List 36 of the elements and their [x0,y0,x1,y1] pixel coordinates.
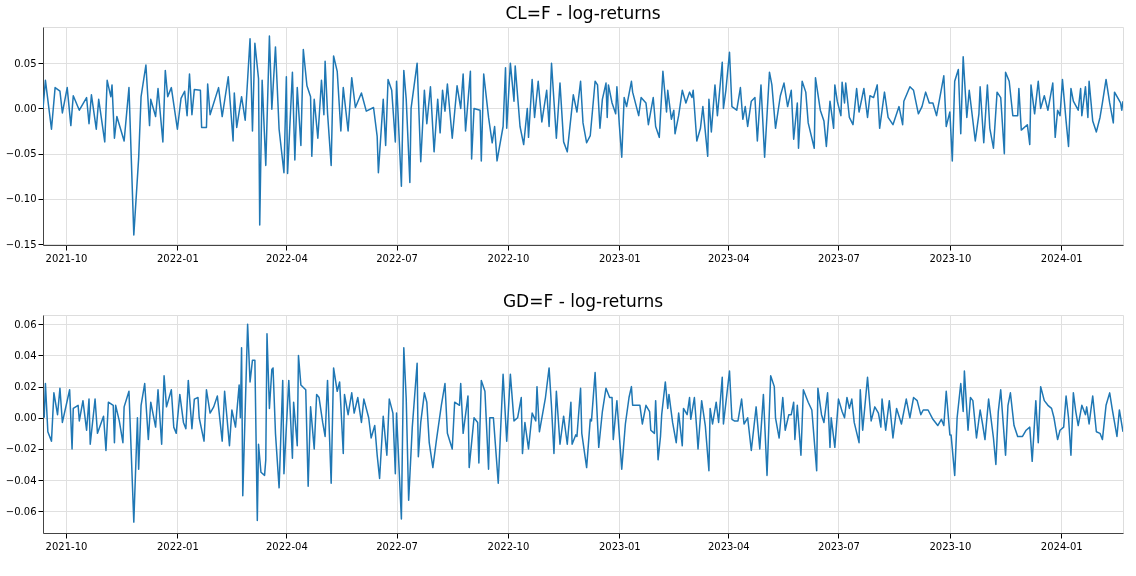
x-tick-label: 2021-10 [45,252,88,264]
line-series [43,323,1123,523]
y-tick-label: −0.15 [5,238,37,250]
x-tick-label: 2024-01 [1040,252,1083,264]
x-tick-label: 2021-10 [45,540,88,552]
x-tick-label: 2022-10 [487,540,530,552]
x-tick-label: 2022-01 [157,540,199,552]
x-tick-label: 2022-01 [157,252,199,264]
y-tick-label: 0.00 [14,412,37,424]
x-tick-label: 2023-04 [707,252,750,264]
y-tick-label: 0.02 [14,381,37,393]
chart-title: CL=F - log-returns [505,3,661,23]
y-tick-label: −0.02 [5,443,37,455]
x-tick-label: 2023-07 [818,252,860,264]
x-tick-label: 2023-04 [707,540,750,552]
y-tick-label: 0.06 [14,318,37,330]
line-series [43,35,1123,236]
x-tick-label: 2024-01 [1040,540,1083,552]
x-tick-label: 2022-10 [487,252,530,264]
chart-title: GD=F - log-returns [502,291,664,311]
x-tick-label: 2023-01 [598,252,641,264]
x-tick-label: 2022-04 [265,540,308,552]
x-tick-label: 2023-07 [818,540,860,552]
x-tick-label: 2023-10 [929,540,972,552]
y-tick-label: −0.06 [5,505,37,517]
y-tick-label: 0.05 [14,57,37,69]
y-tick-label: −0.10 [5,193,37,205]
x-tick-label: 2022-07 [376,252,418,264]
x-tick-label: 2023-01 [598,540,641,552]
y-tick-label: −0.04 [5,474,37,486]
x-tick-label: 2022-04 [265,252,308,264]
y-tick-label: 0.00 [14,102,37,114]
x-tick-label: 2022-07 [376,540,418,552]
x-tick-label: 2023-10 [929,252,972,264]
y-tick-label: −0.05 [5,148,37,160]
y-tick-label: 0.04 [14,349,37,361]
